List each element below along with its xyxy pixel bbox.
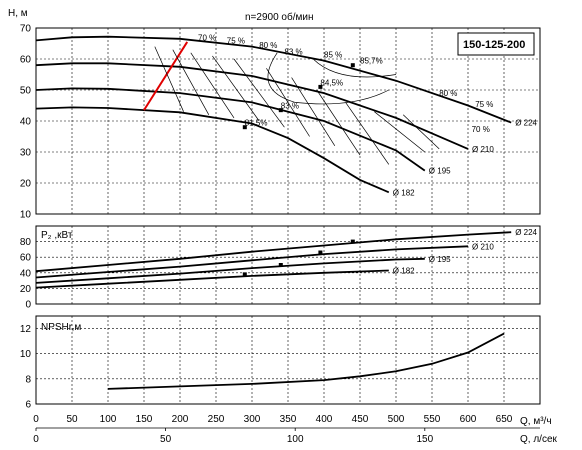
y-tick-label: 70 [20, 24, 32, 35]
series-line [35, 269, 389, 289]
limit-line [143, 41, 189, 111]
x-tick-label-m3h: 250 [208, 414, 225, 425]
efficiency-label: 80 % [259, 41, 277, 50]
efficiency-label: 70 % [472, 125, 490, 134]
x-tick-label-m3h: 50 [66, 414, 78, 425]
model-label: 150-125-200 [463, 39, 525, 51]
efficiency-line [233, 58, 285, 128]
efficiency-label: 83 % [281, 102, 299, 111]
efficiency-contour [312, 58, 397, 78]
y-tick-label: 6 [25, 400, 31, 411]
y-tick-label: 0 [25, 300, 31, 311]
y-tick-label: 20 [20, 284, 32, 295]
series-line [107, 332, 505, 390]
y-tick-label: 30 [20, 148, 32, 159]
operating-point [242, 125, 247, 130]
x-tick-label-ls: 100 [287, 434, 304, 445]
y-tick-label: 20 [20, 179, 32, 190]
y-tick-label: 50 [20, 86, 32, 97]
operating-point [242, 272, 247, 277]
series-label: Ø 224 [515, 228, 537, 237]
efficiency-label: 83 % [284, 47, 302, 56]
series-label: Ø 182 [393, 188, 415, 197]
efficiency-label: 75 % [475, 100, 493, 109]
operating-point [350, 239, 355, 244]
operating-point [278, 263, 283, 267]
head-axis-label: H, м [8, 8, 28, 19]
efficiency-label: 70 % [198, 33, 216, 42]
x-axis-label-m3h: Q, м³/ч [520, 416, 552, 427]
x-tick-label-m3h: 650 [496, 414, 513, 425]
x-tick-label-m3h: 450 [352, 414, 369, 425]
operating-point [318, 84, 323, 89]
operating-point [278, 108, 283, 113]
panel-frame [35, 225, 541, 305]
x-tick-label-m3h: 100 [100, 414, 117, 425]
efficiency-label: 81,5% [245, 119, 268, 128]
y-tick-label: 60 [20, 253, 32, 264]
series-label: Ø 224 [515, 119, 537, 128]
panel-frame [35, 27, 541, 215]
x-tick-label-m3h: 350 [280, 414, 297, 425]
y-tick-label: 40 [20, 117, 32, 128]
y-tick-label: 10 [20, 210, 32, 221]
operating-point [318, 250, 323, 255]
efficiency-line [212, 55, 260, 122]
series-line [35, 87, 426, 172]
efficiency-line [291, 77, 336, 146]
efficiency-line [266, 68, 310, 137]
series-label: Ø 195 [429, 167, 451, 176]
y-tick-label: 60 [20, 55, 32, 66]
efficiency-label: 85 % [324, 50, 342, 59]
x-tick-label-m3h: 500 [388, 414, 405, 425]
operating-point [350, 63, 355, 68]
efficiency-line [345, 102, 390, 165]
x-tick-label-ls: 150 [416, 434, 433, 445]
series-line [35, 106, 390, 194]
series-label: Ø 195 [429, 255, 451, 264]
model-box [457, 32, 535, 56]
series-label: Ø 182 [393, 266, 415, 275]
series-line [35, 62, 469, 150]
series-line [35, 257, 425, 284]
efficiency-line [316, 89, 361, 156]
x-tick-label-m3h: 200 [172, 414, 189, 425]
y-tick-label: 10 [20, 349, 32, 360]
efficiency-line [190, 52, 235, 119]
x-tick-label-ls: 50 [160, 434, 172, 445]
efficiency-label: 80 % [439, 89, 457, 98]
x-tick-label-m3h: 400 [316, 414, 333, 425]
x-tick-label-ls: 0 [33, 434, 39, 445]
series-line [35, 245, 469, 279]
efficiency-label: 84,5% [320, 78, 343, 87]
x-axis-label-ls: Q, л/сек [520, 434, 558, 445]
series-label: Ø 210 [472, 145, 494, 154]
power-axis-label: P₂ ,кВт [41, 230, 73, 241]
efficiency-line [172, 49, 210, 115]
x-tick-label-m3h: 300 [244, 414, 261, 425]
x-tick-label-m3h: 550 [424, 414, 441, 425]
efficiency-line [402, 114, 440, 150]
x-tick-label-m3h: 150 [136, 414, 153, 425]
npsh-axis-label: NPSHr,м [41, 322, 81, 333]
series-line [35, 35, 512, 124]
efficiency-line [374, 111, 426, 153]
panel-frame [35, 315, 541, 405]
y-tick-label: 8 [25, 374, 31, 385]
series-line [35, 231, 512, 273]
efficiency-label: 85,7% [360, 57, 383, 66]
x-tick-label-m3h: 600 [460, 414, 477, 425]
y-tick-label: 12 [20, 324, 32, 335]
chart-title: n=2900 об/мин [245, 11, 313, 23]
efficiency-label: 75 % [227, 37, 245, 46]
y-tick-label: 80 [20, 237, 32, 248]
y-tick-label: 40 [20, 268, 32, 279]
efficiency-line [154, 46, 184, 112]
series-label: Ø 210 [472, 242, 494, 251]
efficiency-contour [267, 52, 389, 105]
x-tick-label-m3h: 0 [33, 414, 39, 425]
